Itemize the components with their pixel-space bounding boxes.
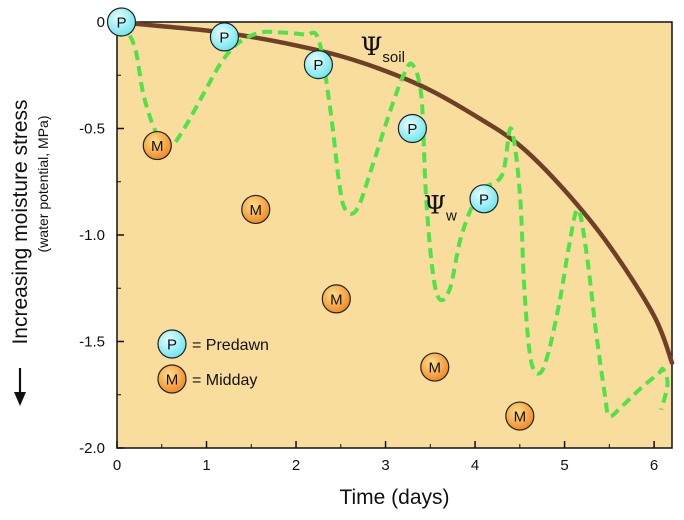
marker-letter: M xyxy=(330,291,343,308)
predawn-marker: P xyxy=(106,7,137,37)
legend-midday-label: = Midday xyxy=(192,372,257,389)
plant-water-potential-line xyxy=(119,21,670,419)
plant-curve-label: Ψw xyxy=(424,191,457,225)
x-tick-label: 2 xyxy=(292,457,300,474)
x-axis-title: Time (days) xyxy=(339,486,449,509)
marker-letter: M xyxy=(429,360,442,377)
marker-letter: P xyxy=(167,337,177,354)
down-arrow-icon xyxy=(14,368,26,406)
marker-letter: M xyxy=(250,202,263,219)
marker-letter: M xyxy=(151,138,164,155)
marker-letter: P xyxy=(479,191,489,208)
predawn-marker: P xyxy=(209,22,240,52)
y-axis: 0 -0.5 -1.0 -1.5 -2.0 xyxy=(79,14,124,457)
marker-letter: P xyxy=(219,29,229,46)
predawn-marker: P xyxy=(303,49,334,80)
midday-marker: M xyxy=(321,284,351,314)
marker-letter: M xyxy=(166,372,179,389)
midday-marker: M xyxy=(420,352,450,382)
y-axis-subtitle: (water potential, MPa) xyxy=(35,116,51,253)
midday-marker: M xyxy=(505,401,535,431)
y-tick-label: -2.0 xyxy=(79,440,105,457)
markers: P M P M P M P M P M xyxy=(106,7,535,431)
y-tick-label: -1.0 xyxy=(79,227,105,244)
legend: P = Predawn M = Midday xyxy=(157,329,269,394)
soil-curve-label: Ψsoil xyxy=(360,32,404,66)
x-tick-label: 5 xyxy=(560,457,568,474)
x-tick-label: 0 xyxy=(113,457,121,474)
y-axis-title: Increasing moisture stress xyxy=(9,99,32,344)
legend-predawn-symbol: P xyxy=(157,329,187,359)
midday-marker: M xyxy=(241,194,271,225)
x-tick-label: 6 xyxy=(650,457,658,474)
y-axis-title-group: Increasing moisture stress (water potent… xyxy=(9,99,51,406)
x-tick-label: 1 xyxy=(202,457,210,474)
marker-letter: P xyxy=(407,121,417,138)
x-axis: 0 1 2 3 4 5 6 xyxy=(113,441,658,474)
legend-midday-symbol: M xyxy=(157,364,187,394)
y-tick-label: 0 xyxy=(97,14,105,31)
marker-letter: P xyxy=(313,57,323,74)
marker-letter: M xyxy=(514,409,527,426)
marker-letter: P xyxy=(116,15,126,32)
predawn-marker: P xyxy=(397,113,428,144)
x-tick-label: 4 xyxy=(471,457,479,474)
y-tick-label: -0.5 xyxy=(79,121,105,138)
x-tick-label: 3 xyxy=(381,457,389,474)
y-tick-label: -1.5 xyxy=(79,334,105,351)
legend-predawn-label: = Predawn xyxy=(192,337,269,354)
predawn-marker: P xyxy=(469,184,499,214)
midday-marker: M xyxy=(142,130,172,161)
